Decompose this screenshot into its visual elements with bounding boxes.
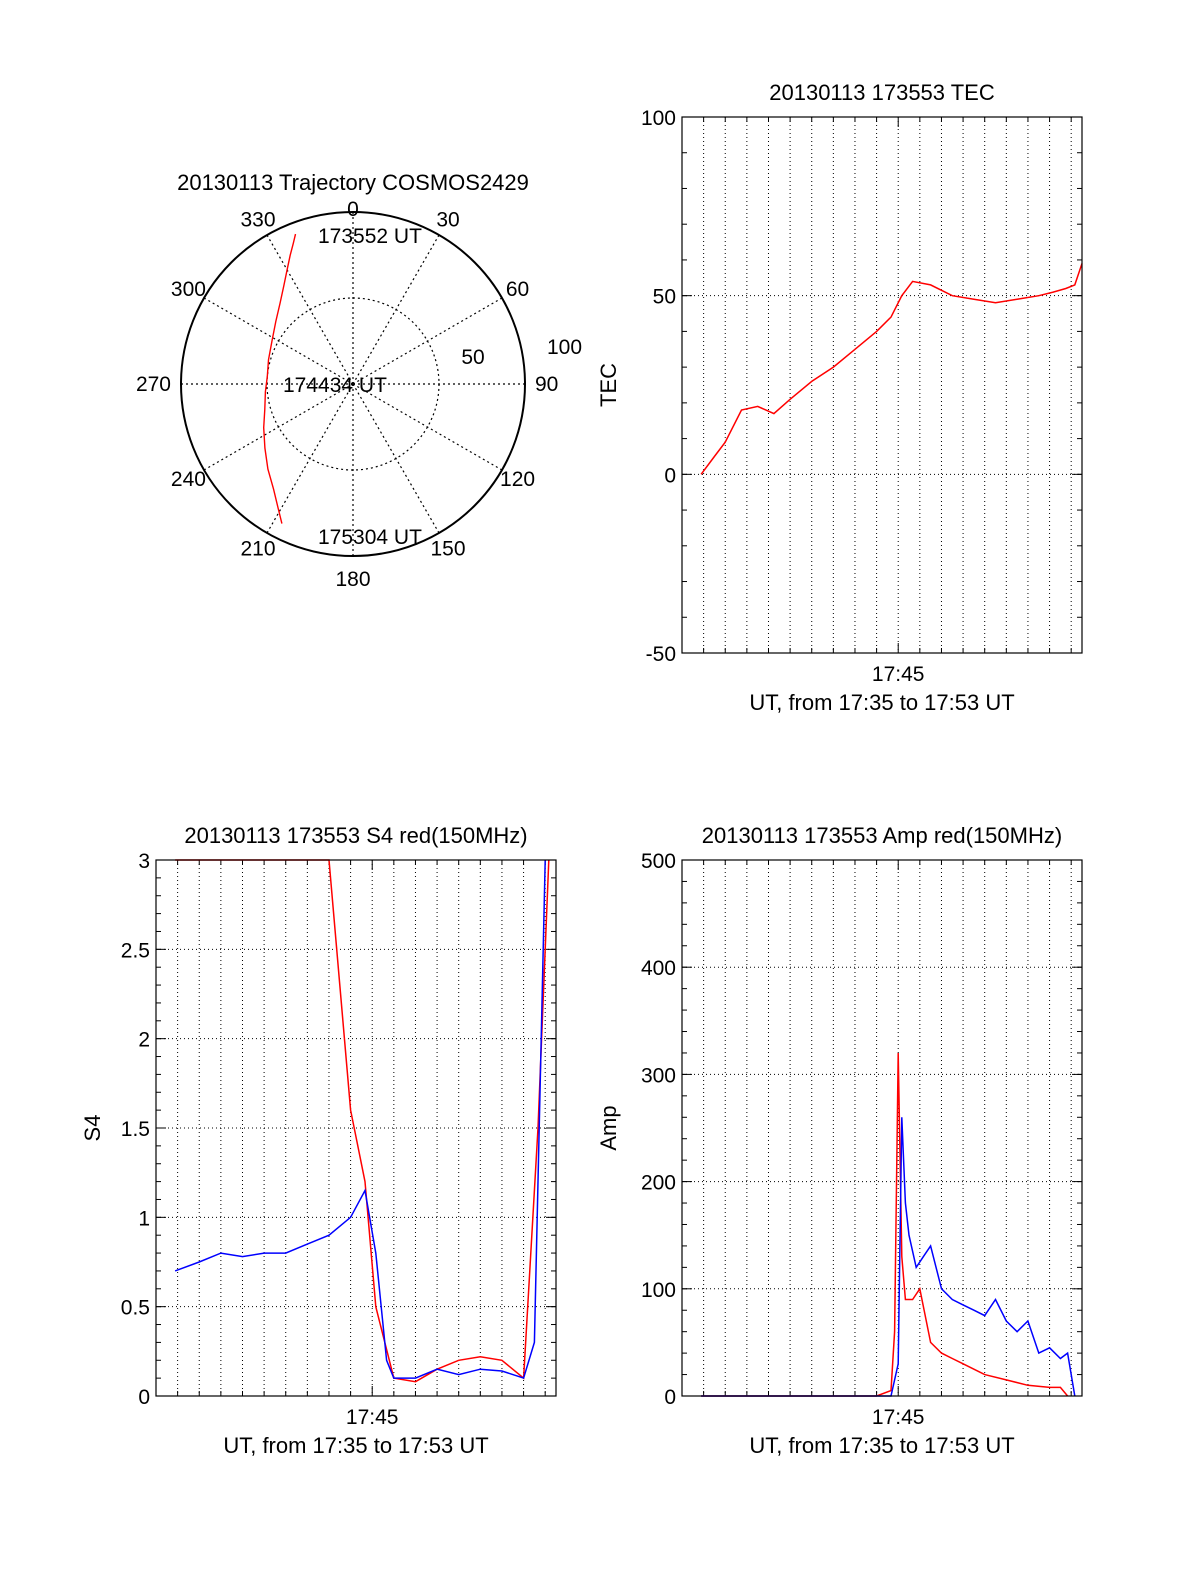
polar-spoke [266, 234, 354, 385]
y-tick-label: 1.5 [121, 1118, 150, 1141]
polar-elevation-label: 100 [547, 336, 582, 359]
polar-azimuth-label: 210 [240, 538, 275, 561]
y-tick-label: 3 [138, 850, 150, 873]
series-line-1 [701, 1117, 1076, 1397]
plot-title: 20130113 173553 TEC [769, 80, 995, 105]
polar-title: 20130113 Trajectory COSMOS2429 [177, 170, 529, 195]
x-tick-label: 17:45 [346, 1406, 399, 1429]
polar-spoke [352, 297, 503, 385]
y-tick-label: 0 [664, 1386, 676, 1409]
polar-azimuth-label: 270 [136, 373, 171, 396]
y-tick-label: 0 [138, 1386, 150, 1409]
polar-spoke [352, 383, 440, 534]
polar-azimuth-label: 0 [347, 198, 359, 221]
trajectory-start-label: 173552 UT [318, 225, 422, 248]
x-tick-label: 17:45 [872, 1406, 925, 1429]
series-line-0 [701, 1052, 1069, 1397]
x-axis-label: UT, from 17:35 to 17:53 UT [749, 690, 1014, 715]
polar-azimuth-label: 60 [506, 278, 529, 301]
series-line-1 [174, 859, 546, 1380]
y-axis-label: TEC [596, 363, 621, 407]
trajectory-line [262, 233, 297, 524]
x-tick-label: 17:45 [872, 663, 925, 686]
trajectory-mid-label: 174434 UT [283, 374, 387, 397]
y-axis-label: Amp [596, 1105, 621, 1150]
polar-azimuth-label: 330 [240, 208, 275, 231]
series-line-0 [175, 859, 550, 1383]
y-tick-label: 500 [641, 850, 676, 873]
x-axis-label: UT, from 17:35 to 17:53 UT [749, 1433, 1014, 1458]
y-tick-label: 1 [138, 1207, 150, 1230]
y-tick-label: 200 [641, 1172, 676, 1195]
polar-azimuth-label: 30 [436, 208, 459, 231]
polar-spoke [352, 383, 503, 471]
y-tick-label: 300 [641, 1064, 676, 1087]
polar-spoke [266, 383, 354, 534]
polar-azimuth-label: 300 [171, 278, 206, 301]
polar-plot [180, 211, 526, 557]
y-tick-label: -50 [646, 643, 676, 666]
y-tick-label: 0 [664, 464, 676, 487]
plot-panel-amp [681, 859, 1083, 1397]
polar-azimuth-label: 120 [500, 468, 535, 491]
polar-azimuth-label: 90 [535, 373, 558, 396]
polar-azimuth-label: 180 [335, 568, 370, 591]
y-tick-label: 100 [641, 107, 676, 130]
y-tick-label: 100 [641, 1279, 676, 1302]
x-axis-label: UT, from 17:35 to 17:53 UT [223, 1433, 488, 1458]
plot-title: 20130113 173553 S4 red(150MHz) [184, 823, 527, 848]
y-tick-label: 400 [641, 957, 676, 980]
y-tick-label: 0.5 [121, 1297, 150, 1320]
trajectory-end-label: 175304 UT [318, 526, 422, 549]
polar-spoke [203, 297, 354, 385]
y-tick-label: 2.5 [121, 939, 150, 962]
plot-frame [681, 116, 1083, 654]
plot-title: 20130113 173553 Amp red(150MHz) [702, 823, 1062, 848]
series-line-0 [700, 263, 1083, 475]
plot-panel-s4 [155, 859, 557, 1397]
plot-frame [681, 859, 1083, 1397]
polar-spoke [203, 383, 354, 471]
plot-panel-tec [681, 116, 1083, 654]
polar-spoke [352, 234, 440, 385]
plot-frame [155, 859, 557, 1397]
y-axis-label: S4 [80, 1115, 105, 1142]
polar-azimuth-label: 150 [430, 538, 465, 561]
y-tick-label: 2 [138, 1029, 150, 1052]
polar-azimuth-label: 240 [171, 468, 206, 491]
y-tick-label: 50 [653, 286, 676, 309]
polar-elevation-label: 50 [461, 346, 484, 369]
